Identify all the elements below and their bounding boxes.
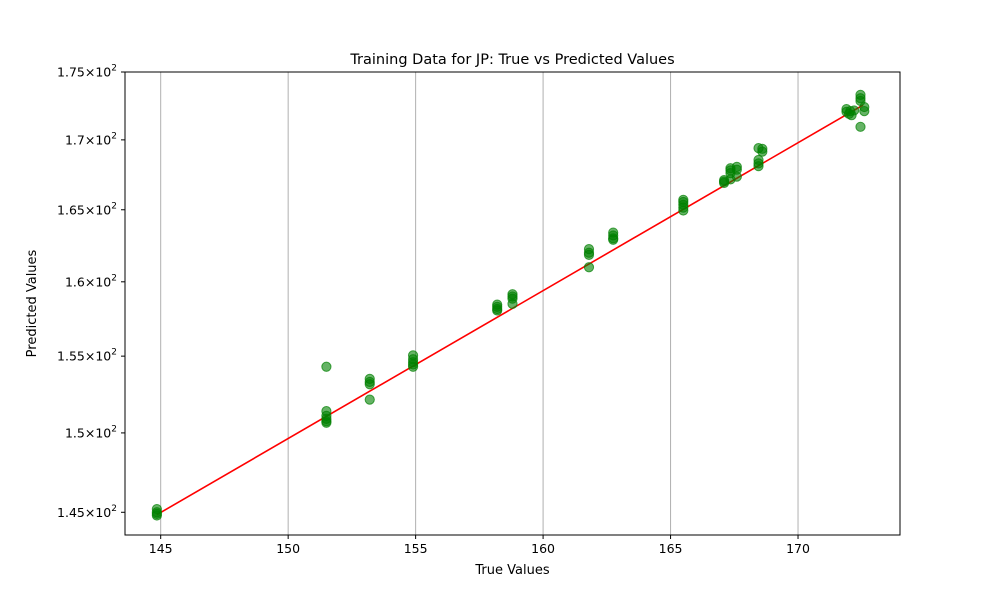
y-tick-mantissa: 1.45 <box>57 505 85 520</box>
x-axis-label: True Values <box>474 563 549 578</box>
y-tick-mantissa: 1.65 <box>57 202 85 217</box>
y-tick-base: 10 <box>95 274 111 289</box>
y-tick-exponent: 2 <box>111 201 117 211</box>
plot-area-frame <box>124 71 901 536</box>
y-tick-times-sign: × <box>85 274 95 289</box>
y-tick-mantissa: 1.75 <box>57 65 85 80</box>
y-tick-exponent: 2 <box>111 504 117 514</box>
scatter-point <box>364 379 375 390</box>
y-tick-exponent: 2 <box>111 64 117 74</box>
x-axis-ticks: 145 150 155 160 165 170 <box>149 535 810 556</box>
y-tick-mantissa: 1.6 <box>65 274 85 289</box>
scatter-point <box>583 262 595 273</box>
scatter-point <box>492 305 503 316</box>
scatter-point <box>583 249 595 260</box>
scatter-point <box>321 361 332 372</box>
y-tick-label: 1.5×102 <box>65 424 117 440</box>
scatter-point <box>507 298 518 309</box>
x-tick-label: 145 <box>149 541 173 556</box>
scatter-point <box>151 510 162 521</box>
fit-line <box>156 104 864 516</box>
y-axis-label: Predicted Values <box>25 249 40 357</box>
scatter-point <box>608 234 619 245</box>
scatter-point <box>678 205 689 216</box>
x-tick-label: 155 <box>404 541 428 556</box>
fit-line-layer <box>156 104 864 516</box>
y-tick-times-sign: × <box>85 425 95 440</box>
y-tick-mantissa: 1.55 <box>57 349 85 364</box>
y-tick-exponent: 2 <box>111 273 117 283</box>
scatter-point <box>849 105 860 116</box>
y-tick-times-sign: × <box>85 65 95 80</box>
y-tick-exponent: 2 <box>111 424 117 434</box>
y-tick-label: 1.45×102 <box>57 504 117 520</box>
y-tick-label: 1.7×102 <box>65 131 117 147</box>
y-tick-mantissa: 1.5 <box>65 425 85 440</box>
scatter-point <box>407 361 419 372</box>
scatter-point <box>855 121 866 132</box>
scatter-point <box>731 171 742 182</box>
y-tick-label: 1.65×102 <box>57 201 117 217</box>
scatter-point <box>321 417 332 428</box>
y-tick-times-sign: × <box>85 349 95 364</box>
scatter-point <box>364 394 375 405</box>
y-tick-times-sign: × <box>85 132 95 147</box>
y-tick-base: 10 <box>95 202 111 217</box>
x-tick-label: 150 <box>276 541 300 556</box>
y-tick-base: 10 <box>95 132 111 147</box>
x-tick-label: 160 <box>531 541 555 556</box>
y-tick-label: 1.6×102 <box>65 273 117 289</box>
scatter-point <box>859 106 870 117</box>
y-tick-exponent: 2 <box>111 348 117 358</box>
scatter-point <box>757 146 768 157</box>
y-tick-base: 10 <box>95 425 111 440</box>
y-tick-mantissa: 1.7 <box>65 132 85 147</box>
y-tick-label: 1.55×102 <box>57 348 117 364</box>
scatter-point <box>753 161 764 172</box>
y-tick-base: 10 <box>95 65 111 80</box>
y-tick-times-sign: × <box>85 505 95 520</box>
x-tick-label: 165 <box>659 541 683 556</box>
x-tick-label: 170 <box>786 541 810 556</box>
y-tick-exponent: 2 <box>111 131 117 141</box>
grid-lines <box>160 72 799 535</box>
y-axis-ticks: 1.45×1021.5×1021.55×1021.6×1021.65×1021.… <box>57 64 125 520</box>
y-tick-label: 1.75×102 <box>57 64 117 80</box>
chart-title: Training Data for JP: True vs Predicted … <box>349 52 674 68</box>
y-tick-times-sign: × <box>85 202 95 217</box>
y-tick-base: 10 <box>95 505 111 520</box>
scatter-points <box>151 89 870 521</box>
y-tick-base: 10 <box>95 349 111 364</box>
